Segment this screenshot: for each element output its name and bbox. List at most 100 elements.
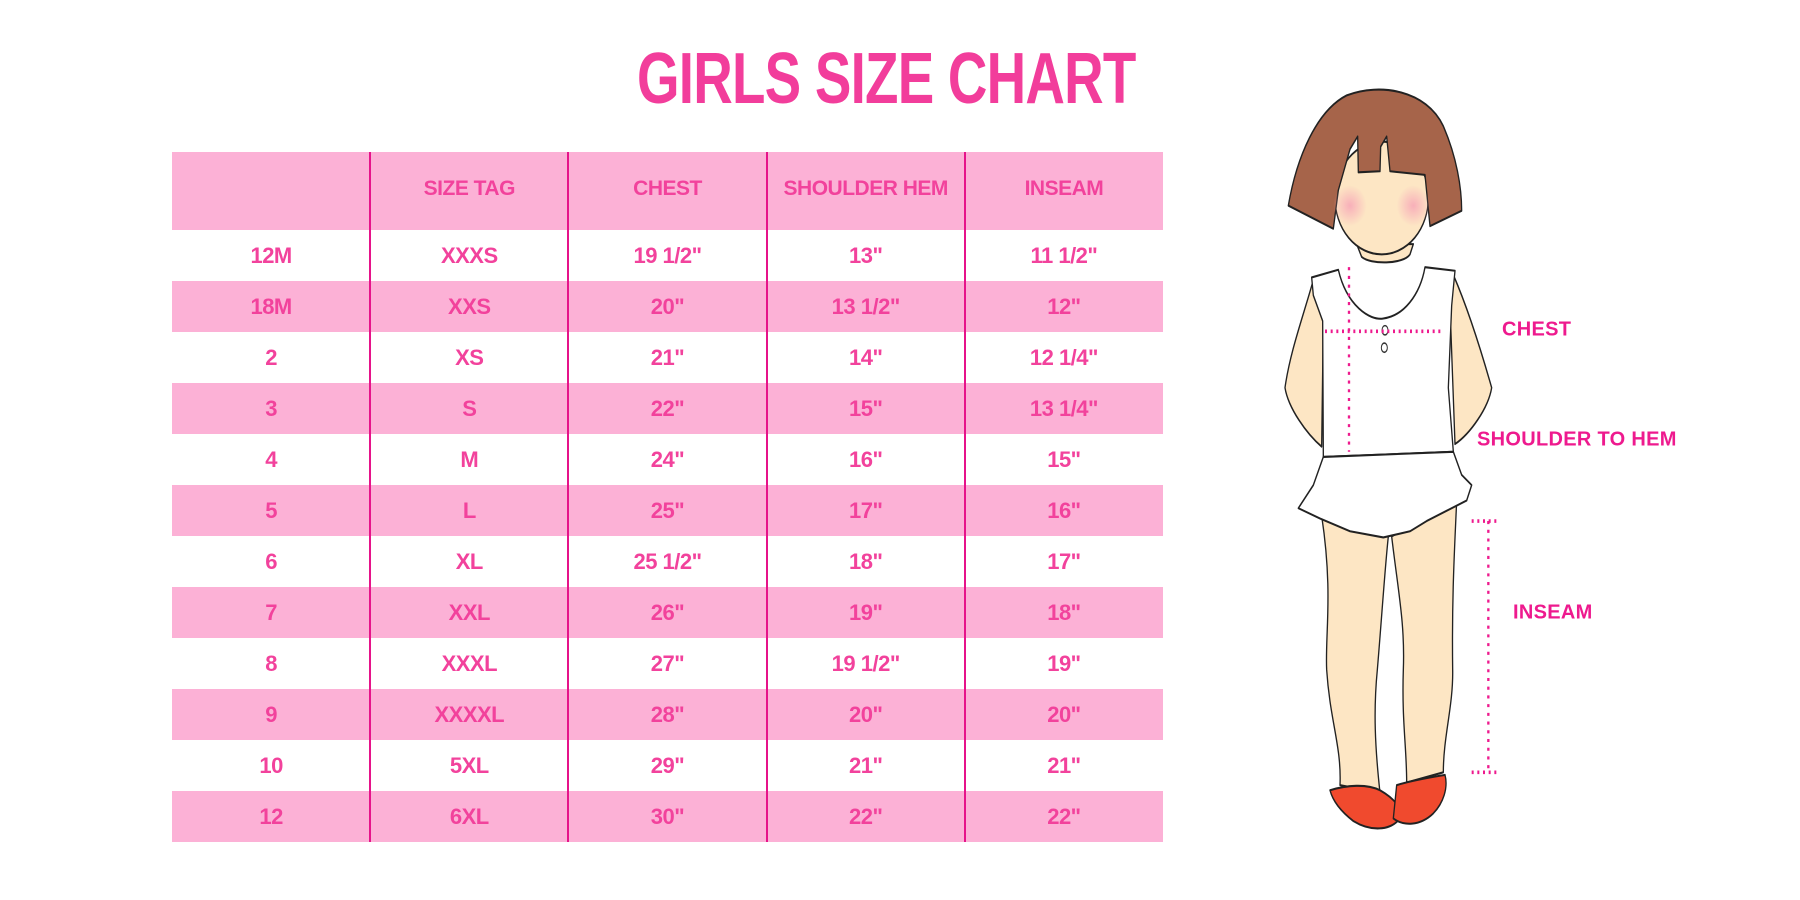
table-cell: 9 <box>265 701 277 727</box>
table-cell: 28" <box>650 701 685 727</box>
table-cell: 6XL <box>449 803 489 829</box>
table-cell: 13" <box>849 242 883 268</box>
table-cell: 10 <box>259 752 283 778</box>
table-cell: 18" <box>1047 599 1081 625</box>
table-cell: 15" <box>849 395 883 421</box>
table-cell: 3 <box>265 395 277 421</box>
table-row: 3 S 22" 15" 13 1/4" <box>172 383 1163 434</box>
table-cell: 26" <box>650 599 685 625</box>
table-cell: 8 <box>265 650 277 676</box>
table-cell: 2 <box>265 344 277 370</box>
table-row: 9 XXXXL 28" 20" 20" <box>172 689 1163 740</box>
table-row: 2 XS 21" 14" 12 1/4" <box>172 332 1163 383</box>
shoe-right <box>1392 773 1447 825</box>
left-arm <box>1284 278 1324 448</box>
table-cell: 12 <box>259 803 283 829</box>
table-cell: 30" <box>650 803 685 829</box>
table-cell: XXXL <box>441 650 498 676</box>
button-icon <box>1380 342 1388 354</box>
skirt <box>1297 450 1473 539</box>
page-title: GIRLS SIZE CHART <box>637 43 1163 115</box>
table-cell: 13 1/4" <box>1029 395 1099 421</box>
table-cell: 20" <box>650 293 685 319</box>
table-cell: 12 1/4" <box>1029 344 1099 370</box>
table-cell: 13 1/2" <box>831 293 901 319</box>
table-cell: 16" <box>849 446 883 472</box>
table-cell: 20" <box>1047 701 1081 727</box>
table-cell: XL <box>455 548 484 574</box>
table-row: 10 5XL 29" 21" 21" <box>172 740 1163 791</box>
column-divider <box>567 152 569 842</box>
right-arm <box>1449 273 1493 446</box>
table-cell: L <box>462 497 476 523</box>
table-cell: XXXS <box>440 242 498 268</box>
table-cell: 29" <box>650 752 685 778</box>
table-cell: 21" <box>650 344 685 370</box>
table-cell: 20" <box>849 701 883 727</box>
table-cell: XXS <box>448 293 491 319</box>
table-cell: 18M <box>250 293 292 319</box>
table-cell: 22" <box>650 395 685 421</box>
column-header: SHOULDER HEM <box>783 177 949 200</box>
table-cell: 4 <box>265 446 277 472</box>
column-divider <box>766 152 768 842</box>
column-header: CHEST <box>633 177 702 200</box>
column-header <box>172 152 370 230</box>
table-cell: XXXXL <box>434 701 505 727</box>
table-cell: 14" <box>849 344 883 370</box>
girl-measurement-illustration: CHEST SHOULDER TO HEM INSEAM <box>1270 80 1720 880</box>
shirt <box>1311 266 1456 458</box>
table-row: 8 XXXL 27" 19 1/2" 19" <box>172 638 1163 689</box>
table-row: 4 M 24" 16" 15" <box>172 434 1163 485</box>
table-cell: 19 1/2" <box>633 242 702 268</box>
table-cell: 17" <box>1047 548 1081 574</box>
table-cell: 7 <box>265 599 277 625</box>
table-row: 12M XXXS 19 1/2" 13" 11 1/2" <box>172 230 1163 281</box>
table-cell: XXL <box>448 599 491 625</box>
table-row: 18M XXS 20" 13 1/2" 12" <box>172 281 1163 332</box>
cheek <box>1396 185 1430 227</box>
table-cell: 21" <box>849 752 883 778</box>
table-row: 12 6XL 30" 22" 22" <box>172 791 1163 842</box>
size-chart-table: SIZE TAG CHEST SHOULDER HEM INSEAM 12M XXXS 19… <box>172 152 1163 842</box>
column-header: SIZE TAG <box>423 177 516 200</box>
shoulder-to-hem-label: SHOULDER TO HEM <box>1477 428 1677 451</box>
cheek <box>1333 185 1367 227</box>
chest-label: CHEST <box>1502 318 1572 341</box>
table-row: 5 L 25" 17" 16" <box>172 485 1163 536</box>
table-cell: 12M <box>250 242 292 268</box>
table-cell: 15" <box>1047 446 1081 472</box>
table-cell: 18" <box>849 548 883 574</box>
inseam-label: INSEAM <box>1513 601 1593 624</box>
table-cell: 11 1/2" <box>1030 242 1098 268</box>
table-cell: 27" <box>650 650 685 676</box>
table-cell: 25" <box>650 497 685 523</box>
table-cell: M <box>460 446 479 472</box>
table-cell: 24" <box>650 446 685 472</box>
table-cell: S <box>462 395 477 421</box>
table-header-row: SIZE TAG CHEST SHOULDER HEM INSEAM <box>172 152 1163 230</box>
table-row: 7 XXL 26" 19" 18" <box>172 587 1163 638</box>
table-cell: 12" <box>1047 293 1081 319</box>
shoe-left <box>1329 784 1402 830</box>
table-row: 6 XL 25 1/2" 18" 17" <box>172 536 1163 587</box>
table-cell: 22" <box>1047 803 1081 829</box>
table-cell: 19" <box>1047 650 1081 676</box>
table-cell: 21" <box>1047 752 1081 778</box>
table-cell: 5 <box>265 497 277 523</box>
table-cell: 16" <box>1047 497 1081 523</box>
table-cell: 25 1/2" <box>633 548 702 574</box>
table-cell: 19 1/2" <box>831 650 901 676</box>
girl-figure <box>1284 88 1497 830</box>
table-cell: 6 <box>265 548 277 574</box>
table-cell: 17" <box>849 497 883 523</box>
table-cell: 19" <box>849 599 883 625</box>
left-leg <box>1321 514 1389 794</box>
column-divider <box>964 152 966 842</box>
table-cell: 5XL <box>449 752 489 778</box>
table-cell: XS <box>455 344 484 370</box>
table-cell: 22" <box>849 803 883 829</box>
right-leg <box>1391 499 1458 784</box>
column-header: INSEAM <box>1024 177 1104 200</box>
hair <box>1287 88 1463 230</box>
